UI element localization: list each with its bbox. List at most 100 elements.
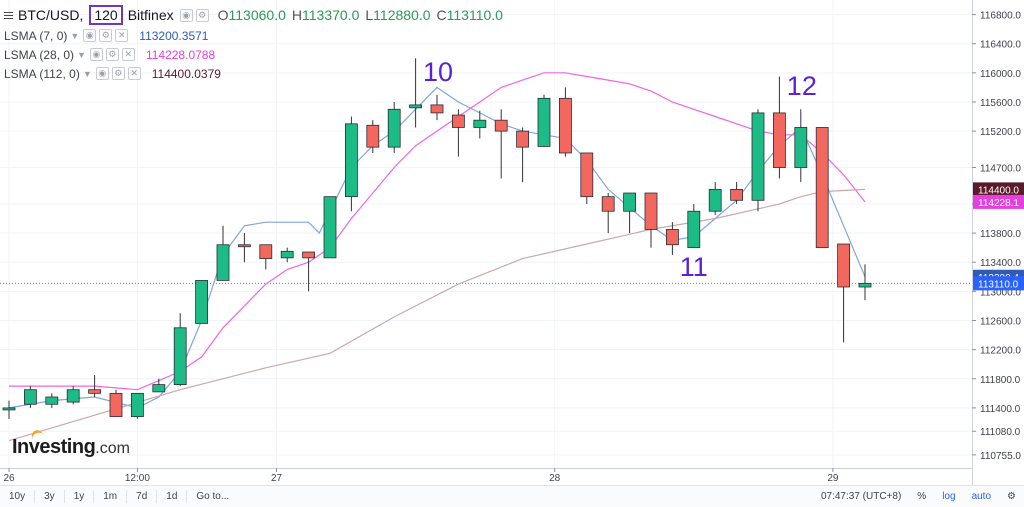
price-axis-badge <box>973 194 1024 209</box>
candle-body <box>280 250 294 259</box>
candle-body <box>601 196 615 212</box>
candle-body <box>323 196 337 259</box>
candle-body <box>751 112 765 201</box>
range-button-1y[interactable]: 1y <box>65 490 95 503</box>
indicator-row: LSMA (7, 0) ▼ ◉ ⚙ ✕ 113200.3571 <box>4 26 503 45</box>
candle-body <box>773 112 786 168</box>
settings-gear-icon[interactable]: ⚙ <box>1007 491 1016 502</box>
candle-body <box>109 392 123 418</box>
chevron-down-icon[interactable]: ▼ <box>70 30 80 41</box>
price-tick-label: 110755.0 <box>980 451 1021 462</box>
eye-icon[interactable]: ◉ <box>95 67 109 80</box>
candle-body <box>858 282 872 288</box>
price-tick-label: 111800.0 <box>980 375 1021 386</box>
price-chart[interactable]: 110755.0 111080.0 111400.0 111800.0 112200.0… <box>0 0 1024 485</box>
candle-body <box>23 389 37 405</box>
range-button-10y[interactable]: 10y <box>0 490 36 503</box>
price-tick-label: 116800.0 <box>980 11 1021 22</box>
goto-button[interactable]: Go to... <box>196 491 230 502</box>
bottom-toolbar: 10y 3y 1y 1m 7d 1d Go to... 07:47:37 (UTC+8) … <box>0 485 1024 507</box>
ohlc-value: 113370.0 <box>302 7 360 23</box>
price-tick-label: 116000.0 <box>980 69 1021 80</box>
candle-body <box>66 389 80 403</box>
candle-body <box>708 188 722 212</box>
settings-icon[interactable]: ⚙ <box>99 29 113 42</box>
time-tick-label: 27 <box>271 473 283 484</box>
candle-body <box>259 244 273 259</box>
percent-toggle[interactable]: % <box>917 491 927 502</box>
price-axis-badge-label: 113110.0 <box>978 279 1019 290</box>
ohlc-value: 113110.0 <box>446 7 503 23</box>
ohlc-key: O <box>217 7 229 23</box>
price-tick-label: 111400.0 <box>980 404 1021 415</box>
interval-box[interactable]: 120 <box>89 5 123 25</box>
eye-icon[interactable]: ◉ <box>83 29 97 42</box>
eye-icon[interactable]: ◉ <box>179 8 193 22</box>
candle-body <box>644 192 658 230</box>
candle-body <box>430 104 444 114</box>
price-tick-label: 116400.0 <box>980 40 1021 51</box>
price-tick-label: 113800.0 <box>980 229 1021 240</box>
candle-body <box>537 97 551 147</box>
wave-label: 10 <box>423 56 454 87</box>
candle-body <box>451 114 465 128</box>
wave-label: 12 <box>786 71 817 102</box>
candle-body <box>623 192 636 212</box>
range-button-7d[interactable]: 7d <box>127 490 158 503</box>
candle-body <box>45 396 59 405</box>
range-button-1m[interactable]: 1m <box>94 490 128 503</box>
settings-icon[interactable]: ⚙ <box>111 67 125 80</box>
candle-body <box>473 119 487 128</box>
time-tick-label: 29 <box>827 473 839 484</box>
ohlc-key: L <box>365 7 374 23</box>
candle-body <box>687 210 701 249</box>
chart-legend: BTC/USD, 120 Bitfinex ◉ ⚙ O113060.0 H1133… <box>4 4 503 83</box>
indicator-name[interactable]: LSMA (28, 0) <box>4 47 75 62</box>
time-tick-label: 26 <box>3 473 15 484</box>
time-tick-label: 12:00 <box>125 473 150 484</box>
exchange-name: Bitfinex <box>127 7 174 23</box>
candle-body <box>344 123 358 198</box>
candle-body <box>195 280 209 324</box>
ohlc-value: 112880.0 <box>373 7 431 23</box>
candle-body <box>302 251 316 259</box>
candle-body <box>580 152 594 198</box>
candle-body <box>216 244 230 281</box>
candle-body <box>516 130 529 148</box>
indicator-name[interactable]: LSMA (7, 0) <box>4 28 68 43</box>
price-tick-label: 115600.0 <box>980 98 1021 109</box>
menu-icon[interactable] <box>4 10 13 21</box>
eye-icon[interactable]: ◉ <box>89 48 103 61</box>
price-tick-label: 115200.0 <box>980 127 1021 138</box>
auto-toggle[interactable]: auto <box>971 491 992 502</box>
close-icon[interactable]: ✕ <box>115 29 129 42</box>
settings-icon[interactable]: ⚙ <box>195 8 209 22</box>
wave-label: 11 <box>679 251 708 282</box>
ohlc-key: H <box>291 7 302 23</box>
price-axis-badge <box>973 276 1024 291</box>
candle-body <box>730 188 743 201</box>
candle-body <box>794 127 808 168</box>
indicator-row: LSMA (28, 0) ▼ ◉ ⚙ ✕ 114228.0788 <box>4 45 503 64</box>
indicator-value: 114400.0379 <box>151 66 221 81</box>
indicator-name[interactable]: LSMA (112, 0) <box>4 66 80 81</box>
indicator-value: 114228.0788 <box>145 47 216 62</box>
price-tick-label: 111080.0 <box>980 427 1021 438</box>
close-icon[interactable]: ✕ <box>121 48 135 61</box>
range-button-1d[interactable]: 1d <box>157 490 188 503</box>
settings-icon[interactable]: ⚙ <box>105 48 119 61</box>
log-toggle[interactable]: log <box>942 491 956 502</box>
symbol-name[interactable]: BTC/USD, <box>18 7 84 23</box>
price-tick-label: 114700.0 <box>980 164 1021 175</box>
candle-body <box>387 108 401 148</box>
chevron-down-icon[interactable]: ▼ <box>82 68 92 79</box>
candle-body <box>88 389 101 394</box>
candle-body <box>2 407 16 411</box>
candle-body <box>666 229 679 246</box>
candle-body <box>237 244 251 248</box>
indicator-row: LSMA (112, 0) ▼ ◉ ⚙ ✕ 114400.0379 <box>4 64 503 83</box>
range-button-3y[interactable]: 3y <box>35 490 65 503</box>
close-icon[interactable]: ✕ <box>127 67 141 80</box>
clock-time: 07:47:37 (UTC+8) <box>820 491 902 502</box>
chevron-down-icon[interactable]: ▼ <box>77 49 86 60</box>
